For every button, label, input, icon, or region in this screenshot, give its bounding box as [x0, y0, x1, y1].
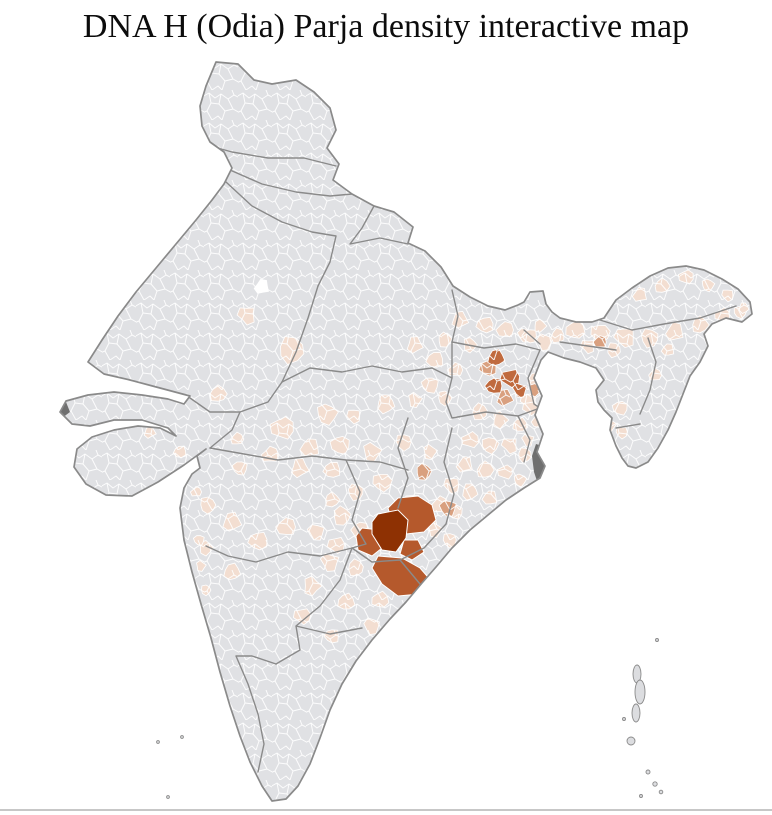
page-title: DNA H (Odia) Parja density interactive m…: [82, 8, 690, 45]
district-low[interactable]: [388, 633, 403, 650]
bottom-divider: [0, 809, 772, 811]
district-low[interactable]: [409, 603, 425, 620]
district-highest[interactable]: [371, 509, 409, 553]
lakshadweep-islands[interactable]: [156, 735, 184, 799]
district-mesh: [60, 62, 752, 801]
islands[interactable]: [156, 638, 664, 799]
district-dark-east[interactable]: [532, 444, 552, 490]
district-high-mid[interactable]: [399, 539, 425, 561]
andaman-nicobar-islands[interactable]: [622, 638, 664, 798]
